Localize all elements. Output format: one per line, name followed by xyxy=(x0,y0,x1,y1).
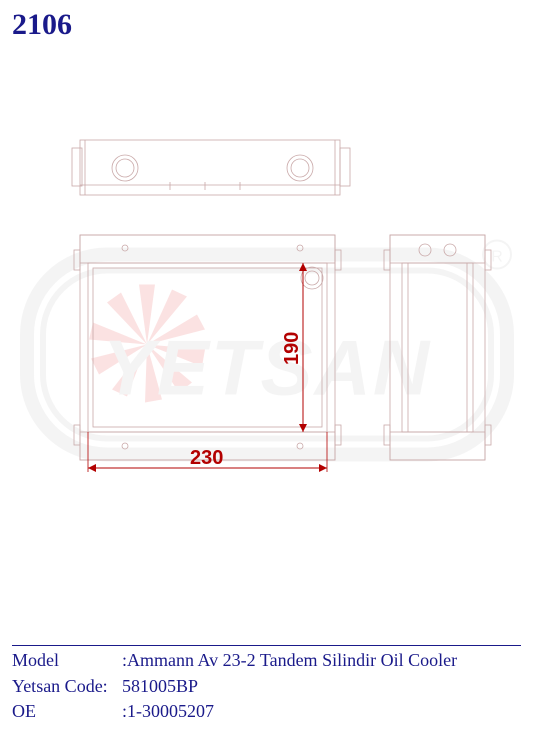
side-view xyxy=(384,235,491,460)
page-number: 2106 xyxy=(12,8,72,42)
model-value: Ammann Av 23-2 Tandem Silindir Oil Coole… xyxy=(127,648,457,673)
technical-drawing: 230 190 xyxy=(30,110,500,590)
dim-height-value: 190 xyxy=(281,332,303,365)
oe-label: OE xyxy=(12,699,122,724)
info-block: Model : Ammann Av 23-2 Tandem Silindir O… xyxy=(12,648,457,724)
code-label: Yetsan Code: xyxy=(12,674,122,699)
info-divider xyxy=(12,645,521,646)
dimension-width: 230 xyxy=(88,432,327,472)
code-value: 581005BP xyxy=(122,674,198,699)
dim-width-value: 230 xyxy=(190,447,223,469)
top-view xyxy=(72,140,350,195)
dimension-height: 190 xyxy=(281,263,307,432)
model-label: Model xyxy=(12,648,122,673)
oe-value: 1-30005207 xyxy=(127,699,214,724)
